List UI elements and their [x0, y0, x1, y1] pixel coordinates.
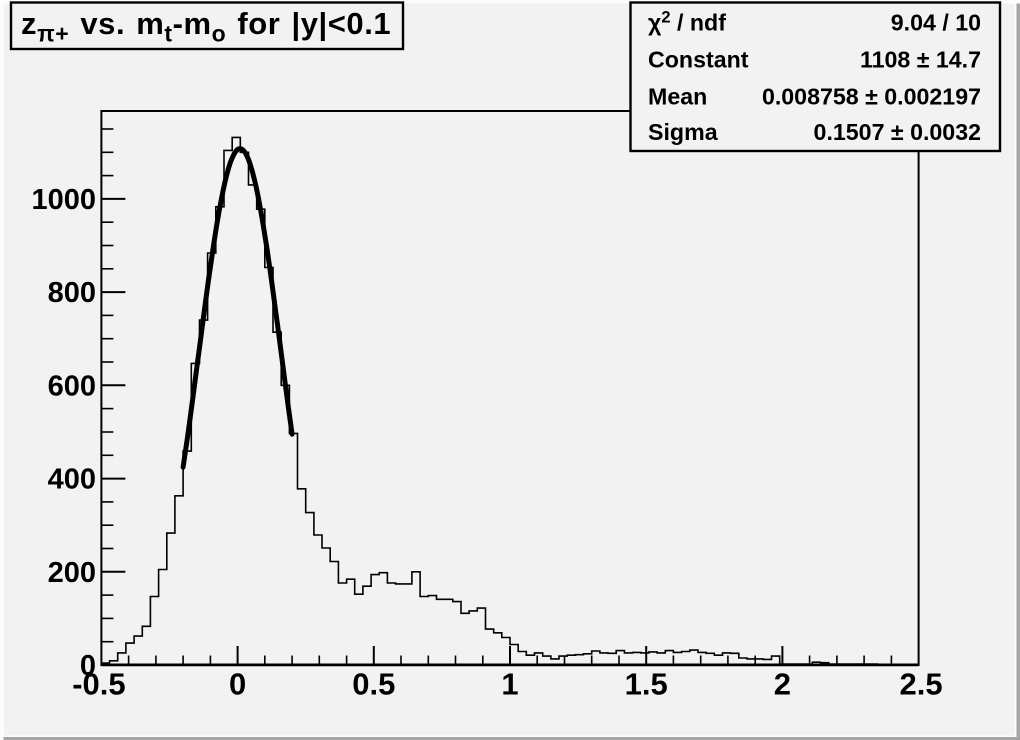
- svg-text:0: 0: [80, 650, 96, 682]
- svg-text:200: 200: [48, 557, 96, 589]
- svg-text:2.5: 2.5: [900, 667, 943, 702]
- svg-text:Mean: Mean: [648, 84, 707, 110]
- svg-text:zπ+ vs. mt-mo for |y|<0.1: zπ+ vs. mt-mo for |y|<0.1: [21, 6, 391, 47]
- svg-text:1108 ± 14.7: 1108 ± 14.7: [860, 47, 981, 73]
- svg-text:0: 0: [229, 667, 246, 702]
- svg-text:1000: 1000: [31, 184, 96, 216]
- svg-text:0.008758 ± 0.002197: 0.008758 ± 0.002197: [762, 84, 981, 110]
- svg-text:-0.5: -0.5: [72, 667, 125, 702]
- svg-text:0.5: 0.5: [352, 667, 395, 702]
- svg-text:600: 600: [48, 370, 96, 402]
- svg-text:9.04 / 10: 9.04 / 10: [891, 10, 981, 36]
- svg-text:2: 2: [774, 667, 791, 702]
- svg-text:Sigma: Sigma: [648, 119, 719, 145]
- svg-text:1.5: 1.5: [625, 667, 668, 702]
- svg-text:800: 800: [48, 277, 96, 309]
- svg-text:400: 400: [48, 464, 96, 496]
- svg-text:χ2 / ndf: χ2 / ndf: [648, 9, 726, 36]
- svg-text:Constant: Constant: [648, 47, 749, 73]
- svg-text:0.1507 ± 0.0032: 0.1507 ± 0.0032: [814, 119, 981, 145]
- svg-text:1: 1: [501, 667, 518, 702]
